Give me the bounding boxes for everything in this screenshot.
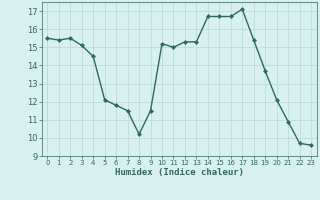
X-axis label: Humidex (Indice chaleur): Humidex (Indice chaleur) (115, 168, 244, 177)
